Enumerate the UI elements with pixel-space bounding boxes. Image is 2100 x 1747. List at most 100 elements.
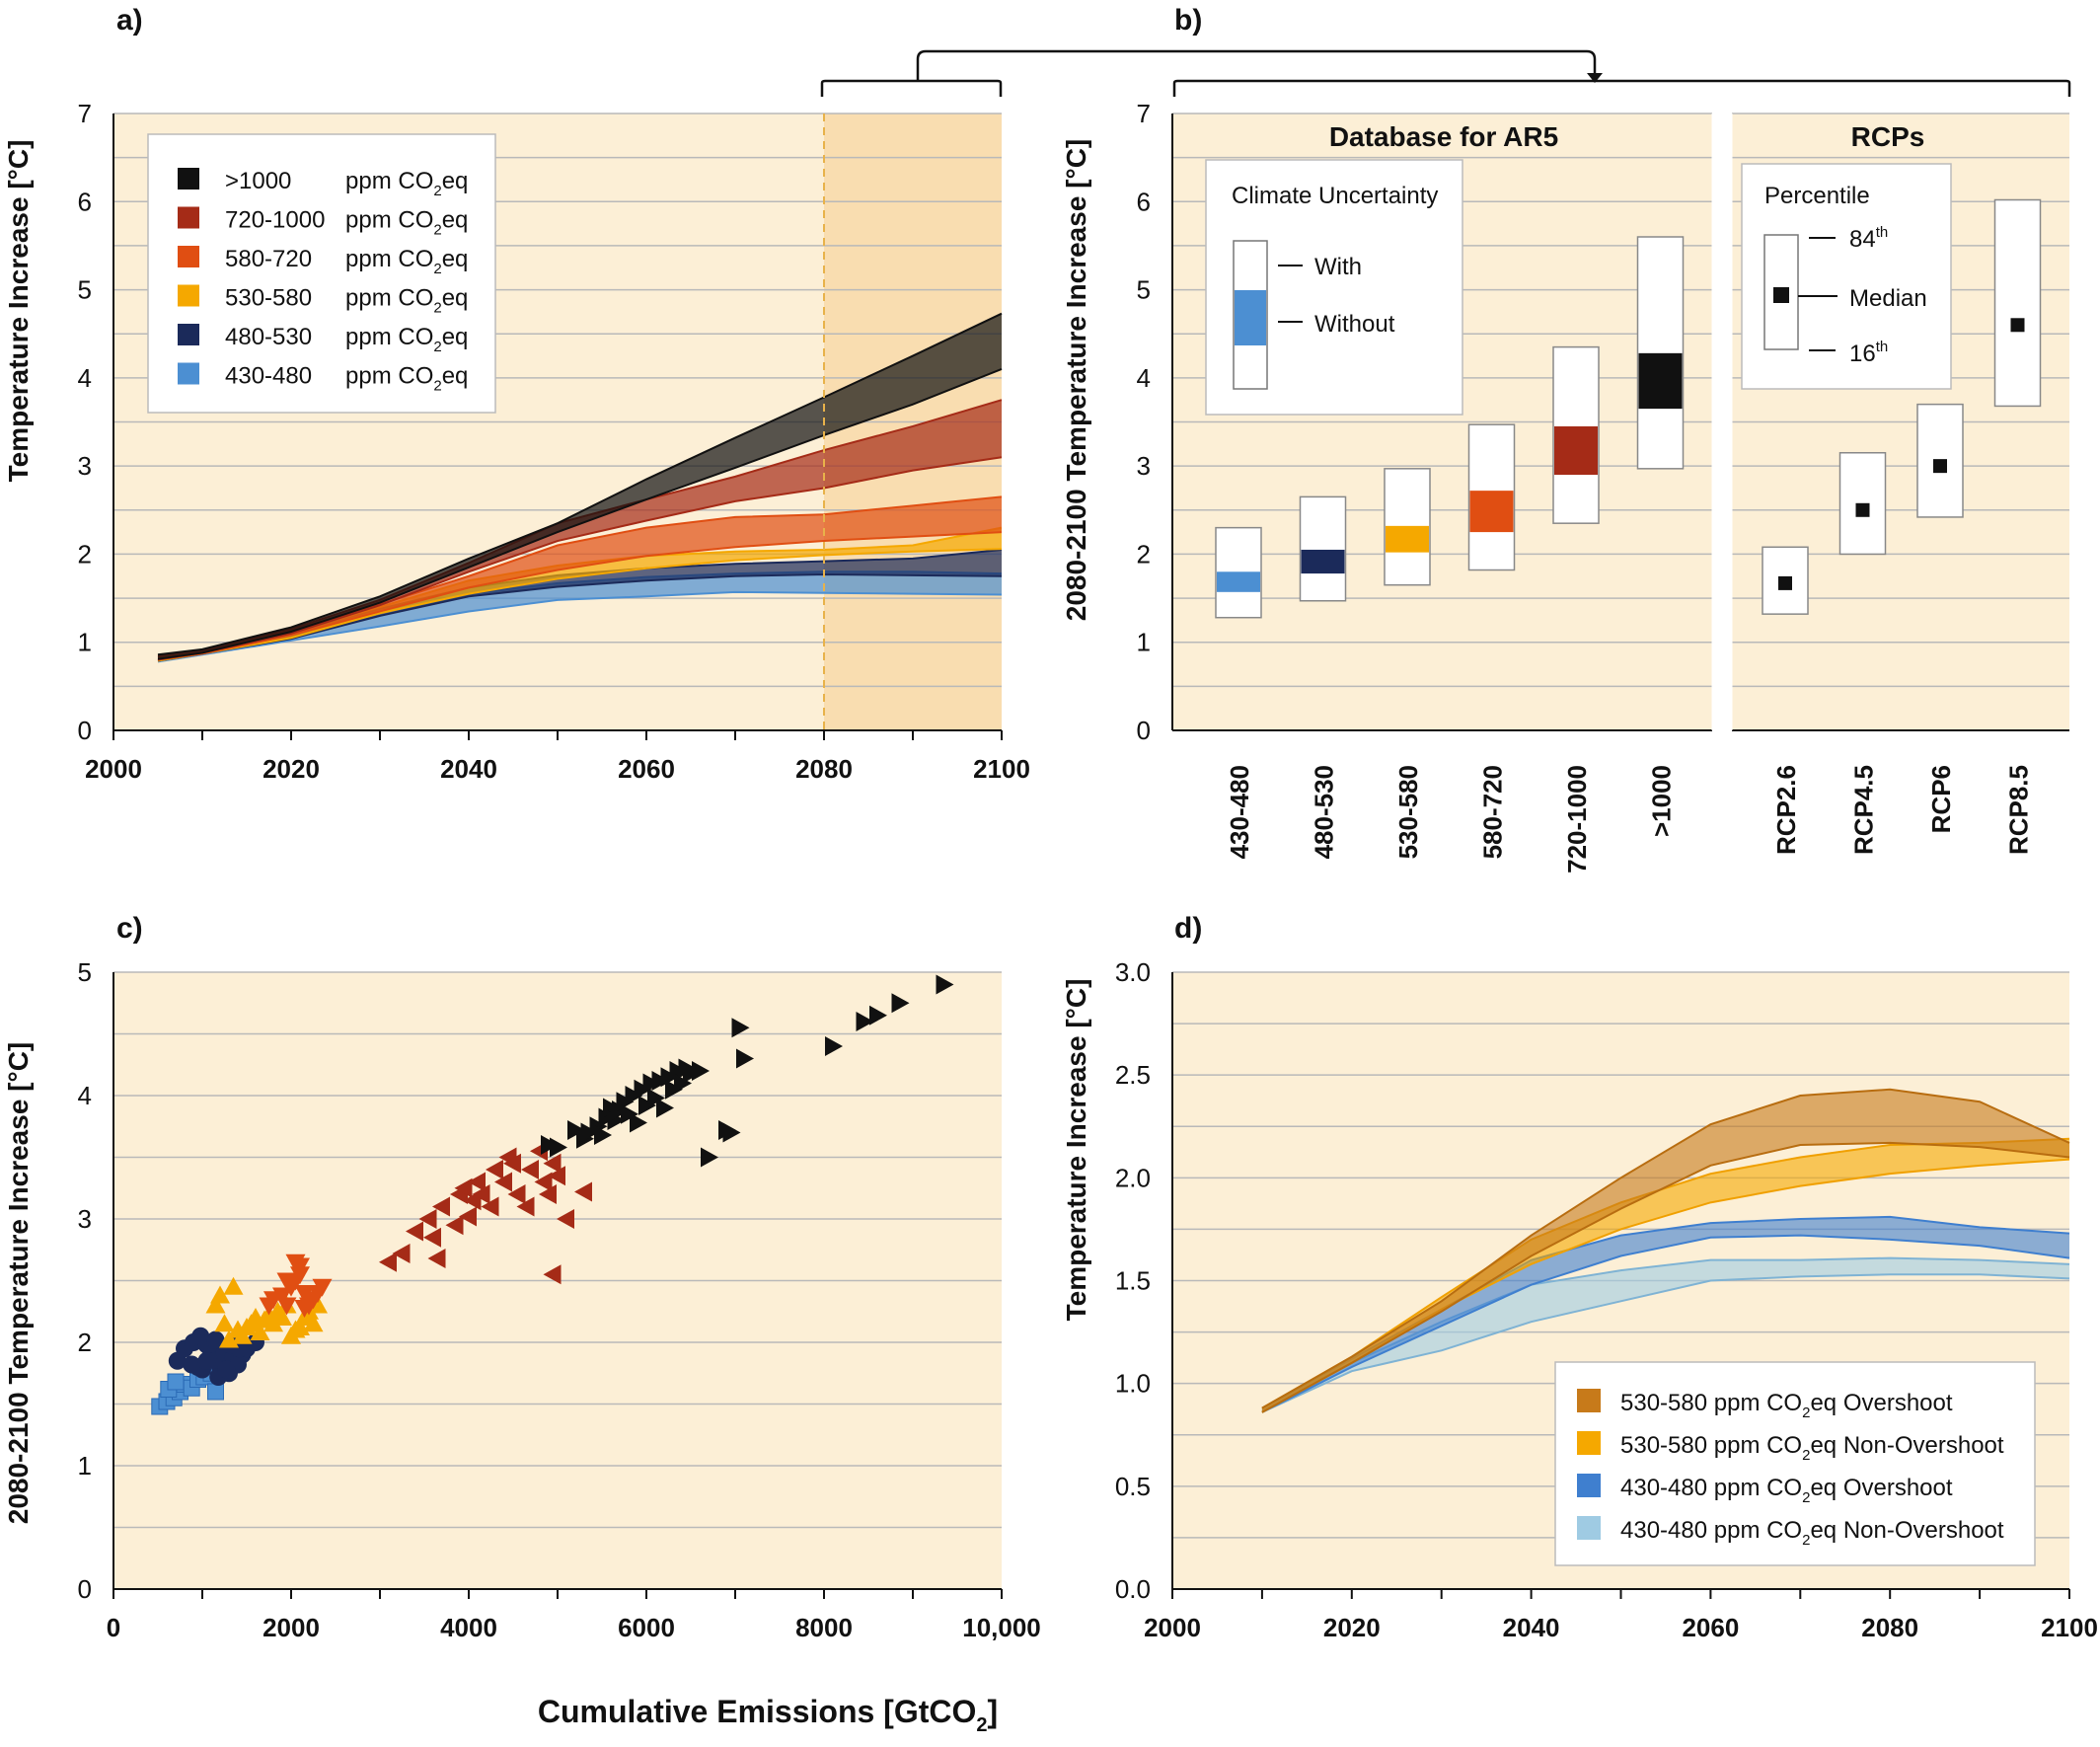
panel-c-x-tick-label: 8000 — [795, 1613, 853, 1642]
panel-b-group-title-ar5: Database for AR5 — [1329, 121, 1558, 152]
panel-a-y-tick-label: 4 — [78, 363, 92, 393]
panel-a-legend-label: >1000 — [225, 168, 291, 194]
panel-a-legend-label: 480-530 — [225, 324, 312, 350]
scatter-point — [427, 1249, 446, 1268]
panel-b-rcp-median — [1855, 502, 1870, 517]
scatter-point — [574, 1181, 592, 1202]
scatter-point — [197, 1351, 216, 1370]
percentile-legend-16-label: 16th — [1849, 339, 1888, 367]
panel-a-legend-unit: ppm CO2eq — [345, 285, 468, 317]
bracket-b — [1172, 79, 2071, 97]
panel-d-legend: 530-580 ppm CO2eq Overshoot 530-580 ppm C… — [1554, 1361, 2036, 1566]
panel-c-x-tick-label: 0 — [107, 1613, 120, 1642]
panel-b-box-without — [1386, 525, 1429, 553]
panel-b-rcp-tick-label: RCP4.5 — [1849, 765, 1879, 855]
scatter-point — [290, 1257, 310, 1276]
scatter-point — [736, 1048, 754, 1069]
panel-b-y-tick-label: 1 — [1137, 628, 1151, 657]
panel-a-legend-label: 580-720 — [225, 246, 312, 272]
panel-a-band-3 — [158, 496, 1002, 660]
panel-c-y-tick-label: 4 — [78, 1081, 92, 1110]
scatter-point — [701, 1147, 718, 1168]
scatter-point — [272, 1287, 292, 1306]
panel-a-y-axis-label: Temperature Increase [°C] — [3, 140, 34, 483]
panel-a-legend-unit: ppm CO2eq — [345, 207, 468, 239]
percentile-legend-84-label: 84th — [1849, 224, 1888, 253]
panel-d-x-tick-label: 2100 — [2041, 1613, 2098, 1642]
panel-a-legend-unit: ppm CO2eq — [345, 324, 468, 355]
panel-c-x-tick-label: 2000 — [262, 1613, 320, 1642]
panel-a-y-tick-label: 0 — [78, 716, 92, 745]
scatter-point — [936, 974, 954, 995]
panel-d-x-tick-labels: 2000 2020 2040 2060 2080 2100 — [1144, 1613, 2098, 1642]
panel-a-x-tick-label: 2080 — [795, 754, 853, 784]
panel-a-legend-swatch — [178, 168, 199, 190]
panel-a: a) 0 1 2 3 4 5 6 7 2000 2020 2040 2060 2080 2100 Tem… — [3, 4, 1030, 784]
panel-c-axes — [112, 972, 1003, 1599]
scatter-point — [494, 1172, 512, 1192]
panel-b-group-title-rcps: RCPs — [1851, 121, 1925, 152]
panel-c-x-tick-label: 10,000 — [962, 1613, 1041, 1642]
panel-a-y-tick-label: 7 — [78, 99, 92, 128]
panel-a-band-1 — [158, 549, 1002, 661]
panel-d-y-tick-label: 0.0 — [1115, 1574, 1151, 1604]
panel-b-box-with — [1299, 495, 1347, 602]
panel-d-axes — [1171, 972, 2070, 1599]
panel-d-band-lower-3 — [1261, 1141, 2070, 1413]
panel-b-x-tick-label: 580-720 — [1478, 765, 1508, 859]
scatter-point — [459, 1206, 477, 1227]
scatter-point — [539, 1184, 557, 1204]
panel-b-axes — [1171, 114, 2069, 731]
panel-a-y-tick-label: 3 — [78, 451, 92, 481]
scatter-point — [223, 1276, 244, 1295]
panel-a-legend: >1000 ppm CO2eq 720-1000 ppm CO2eq 580-720 pp… — [147, 133, 496, 414]
uncertainty-legend-without-label: Without — [1314, 311, 1395, 338]
scatter-point — [869, 1005, 887, 1025]
scatter-point — [722, 1122, 741, 1143]
panel-b-y-tick-label: 2 — [1137, 539, 1151, 569]
scatter-point — [250, 1323, 270, 1340]
panel-a-legend-swatch — [178, 206, 199, 229]
panel-a-band-lower-2 — [157, 548, 1003, 662]
panel-d-legend-label: 430-480 ppm CO2eq Non-Overshoot — [1620, 1517, 2004, 1549]
panel-a-y-tick-label: 1 — [78, 628, 92, 657]
uncertainty-legend-with-label: With — [1314, 254, 1362, 280]
panel-d-legend-swatch — [1577, 1516, 1601, 1540]
scatter-point — [445, 1215, 464, 1236]
scatter-point — [210, 1285, 230, 1304]
panel-a-legend-box — [147, 133, 496, 414]
scatter-point — [507, 1184, 526, 1204]
panel-a-series-bands — [157, 312, 1003, 663]
uncertainty-legend-title: Climate Uncertainty — [1232, 183, 1438, 209]
panel-b-x-tick-label: 430-480 — [1225, 765, 1254, 859]
scatter-point — [692, 1061, 710, 1081]
panel-a-label: a) — [116, 4, 143, 37]
scatter-point — [543, 1264, 562, 1285]
panel-b-rcp-tick-label: RCP6 — [1926, 765, 1956, 833]
scatter-point — [534, 1172, 553, 1192]
scatter-point — [294, 1285, 315, 1303]
scatter-point — [312, 1278, 333, 1297]
panel-c-x-tick-labels: 0 2000 4000 6000 8000 10,000 — [107, 1613, 1041, 1642]
panel-a-y-tick-label: 6 — [78, 187, 92, 216]
scatter-point — [263, 1314, 283, 1332]
panel-d-band-1 — [1261, 1216, 2069, 1412]
panel-d-x-tick-label: 2080 — [1861, 1613, 1918, 1642]
panel-a-band-0 — [158, 571, 1002, 662]
panel-a-y-tick-label: 5 — [78, 275, 92, 305]
scatter-point — [481, 1196, 499, 1217]
panel-d-y-axis-label: Temperature Increase [°C] — [1061, 979, 1091, 1322]
panel-d-y-tick-label: 1.5 — [1115, 1266, 1151, 1296]
panel-d-x-tick-label: 2000 — [1144, 1613, 1201, 1642]
scatter-point — [379, 1252, 397, 1272]
panel-b-x-tick-label: 720-1000 — [1562, 765, 1592, 874]
scatter-point — [392, 1244, 411, 1263]
panel-b-y-tick-label: 6 — [1137, 187, 1151, 216]
scatter-point — [206, 1330, 225, 1349]
panel-d-legend-label: 530-580 ppm CO2eq Overshoot — [1620, 1390, 1953, 1421]
panel-a-x-tick-label: 2100 — [973, 754, 1030, 784]
panel-a-x-tick-label: 2000 — [85, 754, 142, 784]
scatter-point — [214, 1314, 235, 1332]
scatter-point — [207, 1383, 224, 1401]
